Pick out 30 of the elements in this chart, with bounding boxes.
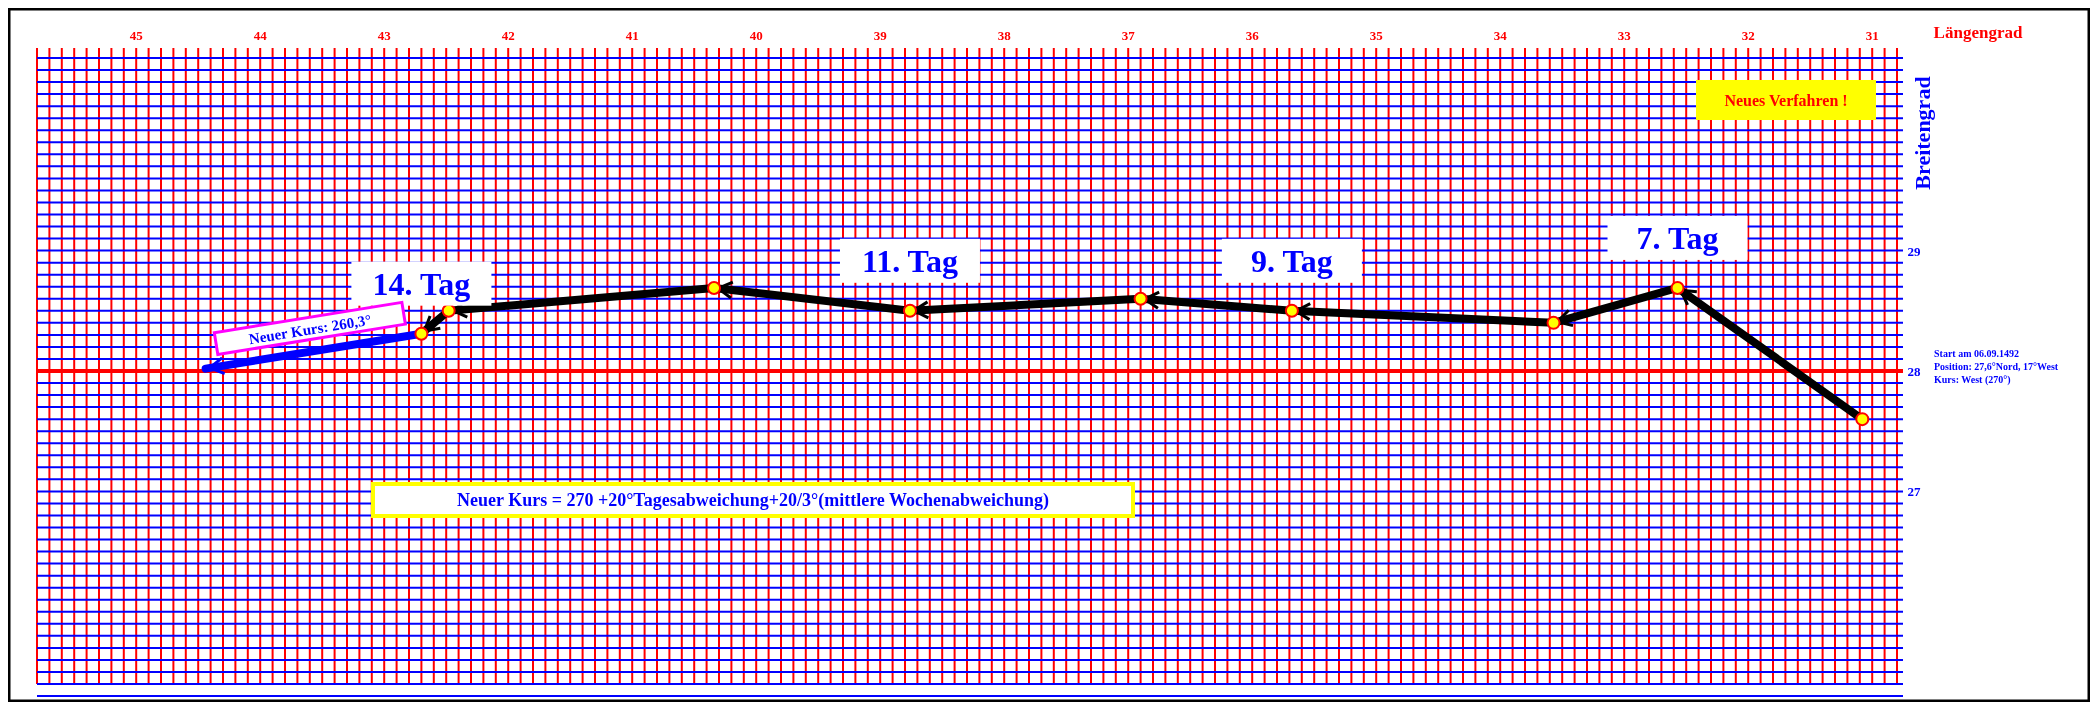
y-axis-title: Breitengrad (1910, 76, 1935, 190)
annotation: 9. Tag (1250, 242, 1333, 279)
annotation: 14. Tag (372, 265, 471, 302)
x-tick-label: 34 (1493, 28, 1508, 43)
x-tick-label: 35 (1369, 28, 1384, 43)
x-axis-title: Längengrad (1933, 23, 2023, 42)
x-tick-label: 42 (501, 28, 515, 43)
x-tick-label: 43 (377, 28, 392, 43)
annotation: 11. Tag (861, 242, 958, 279)
text: Start am 06.09.1492 (1934, 348, 2019, 359)
x-tick-label: 41 (625, 28, 639, 43)
text: Kurs: West (270°) (1934, 374, 2011, 386)
x-tick-label: 33 (1617, 28, 1632, 43)
x-tick-label: 45 (129, 28, 144, 43)
x-tick-label: 37 (1121, 28, 1136, 43)
annotation: Neuer Kurs = 270 +20°Tagesabweichung+20/3°(mittlere Wochenabweichung) (456, 490, 1050, 511)
x-tick-label: 36 (1245, 28, 1260, 43)
x-tick-label: 40 (749, 28, 763, 43)
x-tick-label: 38 (997, 28, 1012, 43)
y-tick-label: 28 (1907, 364, 1921, 379)
annotation: 7. Tag (1636, 219, 1719, 256)
y-tick-label: 29 (1907, 243, 1921, 259)
text: Position: 27,6°Nord, 17°West (1934, 361, 2059, 372)
y-tick-label: 27 (1907, 484, 1921, 500)
x-tick-label: 31 (1865, 28, 1879, 43)
x-tick-label: 32 (1741, 28, 1755, 43)
x-tick-label: 39 (873, 28, 888, 43)
annotation: Neuer Kurs: 260,3° (247, 311, 373, 348)
x-tick-label: 44 (253, 28, 268, 43)
annotation: Neues Verfahren ! (1724, 92, 1848, 109)
